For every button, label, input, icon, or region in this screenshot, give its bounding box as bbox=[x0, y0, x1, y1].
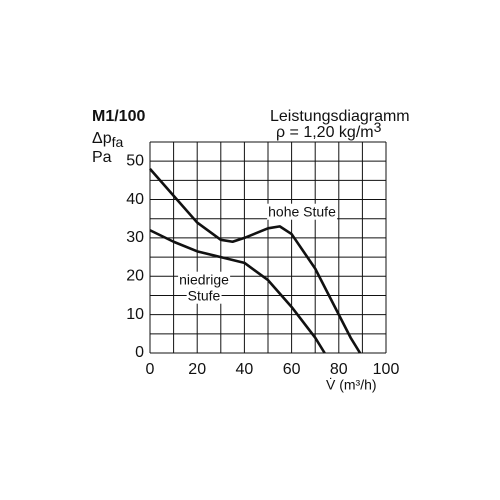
y-subscript: fa bbox=[112, 134, 124, 150]
x-tick-label: 40 bbox=[236, 361, 254, 378]
label-background bbox=[267, 203, 338, 220]
y-unit: Pa bbox=[92, 149, 112, 166]
subtitle: Leistungsdiagramm bbox=[270, 108, 410, 125]
label-background bbox=[178, 271, 231, 288]
density-text: ρ = 1,20 kg/m bbox=[276, 124, 374, 141]
series-label: Stufe bbox=[188, 288, 221, 304]
y-tick-label: 50 bbox=[126, 152, 144, 169]
y-tick-label: 0 bbox=[135, 344, 144, 361]
y-symbol: Δp bbox=[92, 130, 112, 147]
x-tick-label: 20 bbox=[188, 361, 206, 378]
x-tick-label: 0 bbox=[146, 361, 155, 378]
series-label: niedrige bbox=[179, 272, 229, 288]
y-tick-label: 10 bbox=[126, 306, 144, 323]
chart-title: M1/100 bbox=[92, 108, 145, 125]
series-line bbox=[149, 229, 326, 354]
y-tick-label: 40 bbox=[126, 191, 144, 208]
y-tick-label: 20 bbox=[126, 267, 144, 284]
series-line bbox=[149, 167, 362, 354]
y-label: Δpfa bbox=[92, 130, 123, 149]
y-tick-label: 30 bbox=[126, 229, 144, 246]
x-tick-label: 100 bbox=[373, 361, 400, 378]
label-background bbox=[186, 287, 222, 304]
x-tick-label: 80 bbox=[330, 361, 348, 378]
density-sup: 3 bbox=[374, 119, 382, 135]
series-label: hohe Stufe bbox=[268, 204, 336, 220]
density: ρ = 1,20 kg/m3 bbox=[276, 119, 382, 142]
x-label: V̇ (m³/h) bbox=[326, 377, 377, 393]
x-tick-label: 60 bbox=[283, 361, 301, 378]
